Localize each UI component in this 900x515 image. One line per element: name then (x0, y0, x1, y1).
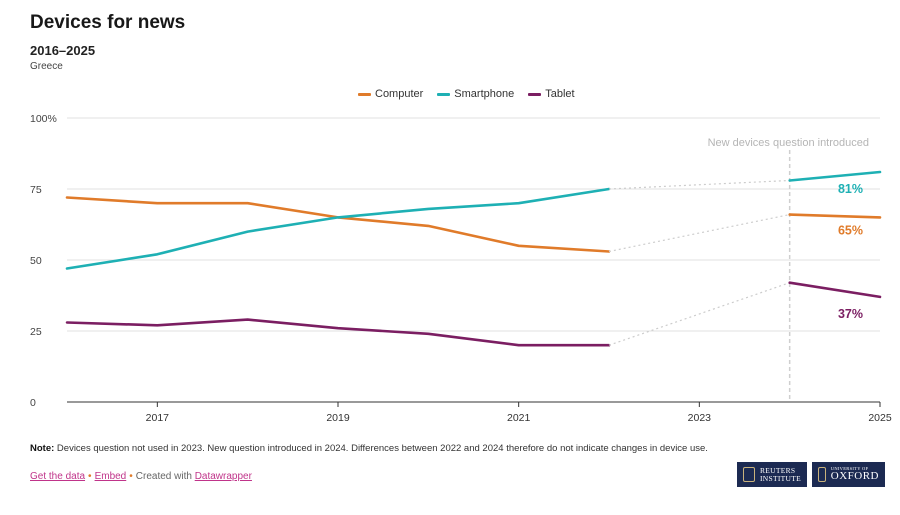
footer-separator: • (129, 471, 133, 482)
y-tick-label: 75 (30, 184, 42, 196)
x-tick-label: 2021 (507, 412, 531, 424)
note-label: Note: (30, 443, 55, 454)
series-gap-smartphone (608, 179, 790, 190)
legend-swatch-smartphone (437, 92, 451, 96)
legend-swatch-computer (358, 92, 371, 96)
oxford-crest-icon (818, 467, 826, 482)
x-tick-label: 2017 (146, 412, 170, 424)
series-line-recent-smartphone (788, 170, 882, 182)
legend: Computer Smartphone Tablet (358, 88, 575, 100)
note-text: Devices question not used in 2023. New q… (54, 443, 708, 454)
series-line-computer (65, 196, 611, 253)
legend-item-computer: Computer (358, 88, 423, 100)
legend-label-computer: Computer (375, 88, 424, 100)
legend-swatch-tablet (528, 92, 542, 96)
end-label-tablet: 37% (838, 307, 863, 321)
series-gap-computer (608, 213, 790, 253)
series-line-tablet (65, 318, 611, 347)
y-tick-label: 100% (30, 113, 57, 125)
legend-label-smartphone: Smartphone (454, 88, 515, 100)
annotation-label: New devices question introduced (708, 137, 869, 149)
legend-label-tablet: Tablet (545, 88, 575, 100)
embed-link[interactable]: Embed (94, 471, 127, 482)
footer: Get the data • Embed • Created with Datawrap… (30, 471, 252, 482)
chart-subtitle: 2016–2025 (30, 43, 96, 58)
series-line-recent-tablet (788, 281, 882, 299)
created-with-text: Created with (135, 471, 192, 482)
y-tick-label: 50 (30, 255, 42, 267)
datawrapper-link[interactable]: Datawrapper (194, 471, 252, 482)
legend-item-smartphone: Smartphone (437, 88, 514, 100)
x-tick-label: 2023 (688, 412, 712, 424)
chart-title: Devices for news (30, 12, 186, 33)
reuters-institute-logo[interactable]: REUTERS INSTITUTE (737, 462, 807, 487)
x-tick-label: 2025 (868, 412, 892, 424)
region-label: Greece (30, 61, 63, 72)
get-data-link[interactable]: Get the data (30, 471, 86, 482)
oxford-line1: UNIVERSITY OF (830, 465, 869, 471)
series-line-smartphone (65, 187, 611, 270)
reuters-line1: REUTERS (759, 466, 796, 475)
oxford-line2: OXFORD (830, 470, 879, 483)
line-chart: 0 25 50 75 100% 2017 2019 2021 2023 2025 New devic… (30, 113, 892, 424)
end-label-smartphone: 81% (838, 182, 863, 196)
footer-separator: • (88, 471, 92, 482)
x-tick-label: 2019 (326, 412, 350, 424)
y-tick-label: 0 (30, 397, 36, 409)
series-gap-tablet (608, 282, 790, 346)
legend-item-tablet: Tablet (528, 88, 575, 100)
end-label-computer: 65% (838, 223, 863, 237)
oxford-university-logo[interactable]: UNIVERSITY OF OXFORD (812, 462, 885, 487)
y-tick-label: 25 (30, 326, 42, 338)
chart-note: Note: Devices question not used in 2023.… (30, 443, 708, 454)
series-line-recent-computer (788, 213, 882, 219)
reuters-crest-icon (743, 467, 755, 482)
reuters-line2: INSTITUTE (759, 473, 801, 483)
